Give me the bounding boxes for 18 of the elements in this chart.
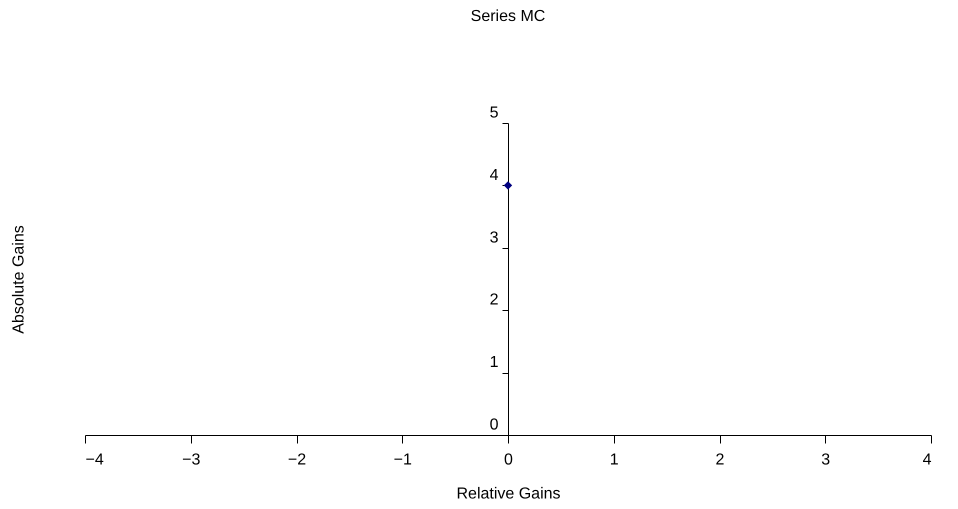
x-tick-label: 2 (716, 452, 725, 468)
chart-title: Series MC (470, 8, 546, 25)
y-tick-label: 4 (490, 166, 499, 184)
x-tick-label: −1 (394, 452, 412, 468)
x-tick-label: 4 (922, 452, 932, 468)
x-tick-label: −3 (182, 452, 200, 468)
y-tick-label: 3 (490, 229, 499, 246)
x-tick-label: 0 (504, 452, 514, 468)
x-tick-label: −2 (288, 452, 306, 468)
x-tick-label: 3 (821, 452, 830, 468)
x-tick-label: 1 (610, 452, 619, 468)
y-tick-label: 1 (490, 354, 499, 372)
y-tick-label: 5 (490, 104, 499, 122)
x-tick-label: −4 (86, 452, 104, 468)
y-tick-label: 2 (490, 292, 499, 309)
y-axis-title: Absolute Gains (10, 225, 28, 334)
y-tick-label: 0 (490, 416, 499, 434)
x-axis-title: Relative Gains (456, 486, 561, 502)
